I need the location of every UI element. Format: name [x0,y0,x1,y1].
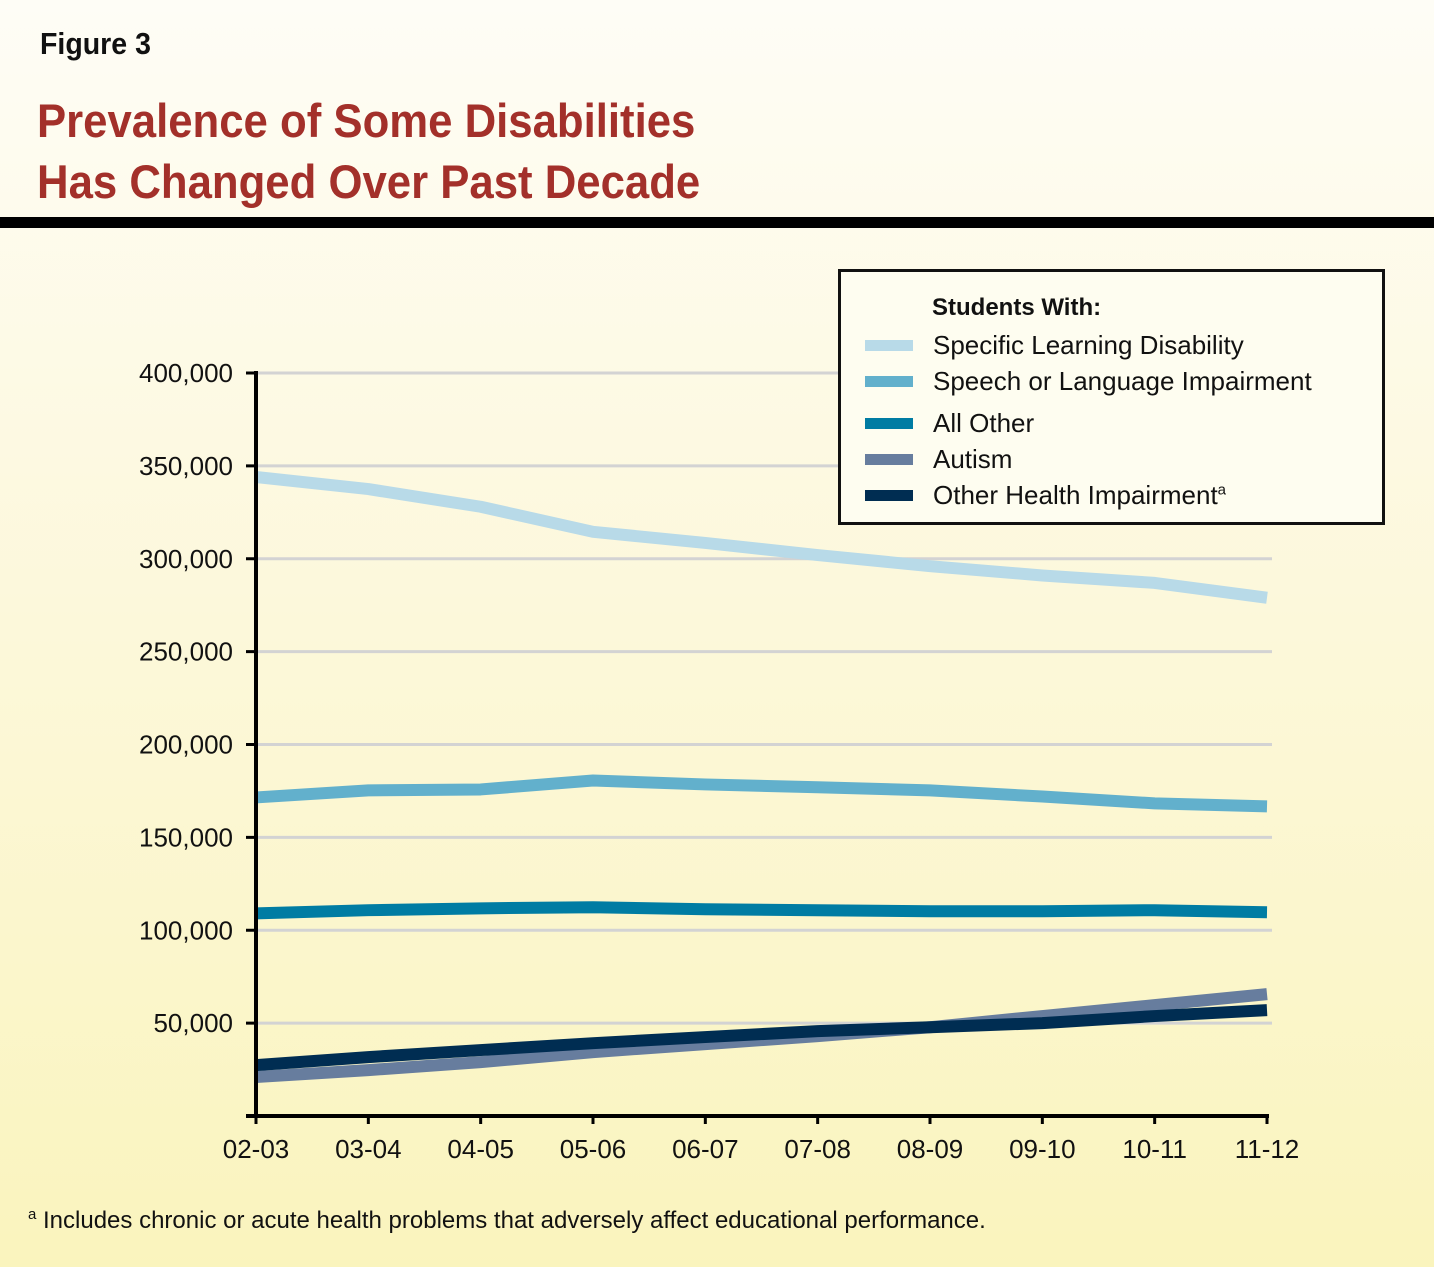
x-tick-label: 11-12 [1235,1134,1300,1164]
series-lines [255,471,1268,1083]
x-tick-label: 08-09 [897,1134,964,1164]
footnote-text: Includes chronic or acute health problem… [43,1207,986,1234]
legend-label: Specific Learning Disability [933,329,1244,360]
legend-item-all-other: All Other [865,408,1034,438]
footnote: a Includes chronic or acute health probl… [28,1206,986,1235]
x-tick-label: 04-05 [447,1134,514,1164]
y-axis-labels: 50,000 100,000 150,000 200,000 250,000 300,00… [139,358,233,1038]
title-divider [0,217,1434,228]
legend: Students With: Specific Learning Disabil… [838,269,1385,525]
axes [246,371,1269,1124]
legend-swatch [865,375,913,387]
legend-swatch [865,339,913,351]
legend-item-other-health-impairment: Other Health Impairmenta [865,480,1226,510]
y-tick-label: 50,000 [153,1008,233,1038]
legend-item-speech-or-language-impairment: Speech or Language Impairment [865,366,1312,396]
figure-label: Figure 3 [40,26,151,61]
y-tick-label: 400,000 [139,358,233,388]
x-tick-label: 07-08 [784,1134,851,1164]
x-tick-label: 05-06 [560,1134,627,1164]
legend-label: Other Health Impairmenta [933,479,1227,510]
y-tick-label: 350,000 [139,451,233,481]
footnote-marker: a [28,1206,37,1223]
legend-swatch [865,453,913,465]
y-tick-label: 300,000 [139,544,233,574]
x-tick-label: 03-04 [335,1134,402,1164]
y-tick-label: 200,000 [139,730,233,760]
series-line-all-other [255,901,1268,920]
chart-title: Prevalence of Some Disabilities Has Chan… [37,90,700,212]
chart-title-line-2: Has Changed Over Past Decade [37,155,701,208]
series-line-autism [255,988,1268,1083]
legend-swatch [865,417,913,429]
y-tick-label: 100,000 [139,915,233,945]
footnote-marker: a [1217,480,1227,498]
legend-label: Autism [933,443,1013,474]
series-line-speech-or-language-impairment [255,774,1268,813]
x-tick-label: 02-03 [223,1134,290,1164]
y-tick-label: 250,000 [139,637,233,667]
legend-label: All Other [933,407,1035,438]
y-tick-label: 150,000 [139,822,233,852]
legend-title: Students With: [932,294,1102,321]
x-tick-label: 10-11 [1122,1134,1187,1164]
legend-label: Speech or Language Impairment [933,365,1312,396]
x-axis-labels: 02-03 03-04 04-05 05-06 06-07 07-08 08-09 09-10… [223,1134,1300,1164]
x-tick-label: 09-10 [1009,1134,1076,1164]
x-tick-label: 06-07 [672,1134,739,1164]
legend-item-autism: Autism [865,444,1012,474]
chart-title-line-1: Prevalence of Some Disabilities [37,94,696,147]
legend-item-specific-learning-disability: Specific Learning Disability [865,330,1244,360]
series-line-specific-learning-disability [255,471,1268,604]
series-line-other-health-impairment [255,1004,1268,1072]
legend-swatch [865,489,913,501]
